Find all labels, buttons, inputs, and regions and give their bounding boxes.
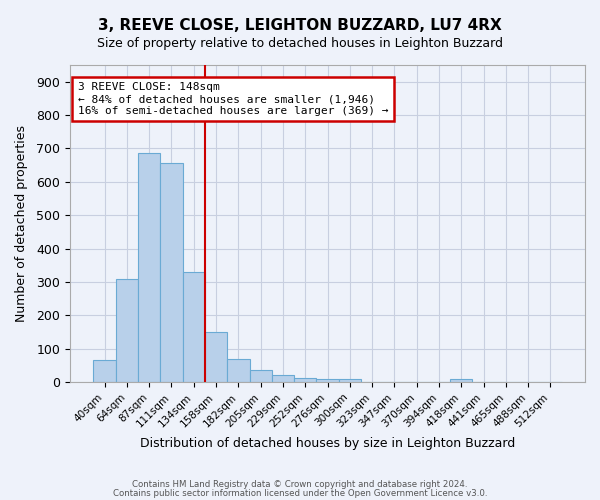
Bar: [160, 164, 182, 382]
Bar: [450, 378, 472, 382]
Bar: [94, 360, 116, 382]
X-axis label: Distribution of detached houses by size in Leighton Buzzard: Distribution of detached houses by size …: [140, 437, 515, 450]
Bar: [338, 380, 361, 382]
Bar: [272, 376, 294, 382]
Y-axis label: Number of detached properties: Number of detached properties: [15, 125, 28, 322]
Bar: [294, 378, 316, 382]
Bar: [205, 332, 227, 382]
Bar: [116, 278, 138, 382]
Bar: [227, 360, 250, 382]
Bar: [250, 370, 272, 382]
Bar: [316, 378, 338, 382]
Text: Size of property relative to detached houses in Leighton Buzzard: Size of property relative to detached ho…: [97, 38, 503, 51]
Bar: [138, 154, 160, 382]
Text: Contains HM Land Registry data © Crown copyright and database right 2024.: Contains HM Land Registry data © Crown c…: [132, 480, 468, 489]
Text: 3 REEVE CLOSE: 148sqm
← 84% of detached houses are smaller (1,946)
16% of semi-d: 3 REEVE CLOSE: 148sqm ← 84% of detached …: [78, 82, 388, 116]
Bar: [182, 272, 205, 382]
Text: 3, REEVE CLOSE, LEIGHTON BUZZARD, LU7 4RX: 3, REEVE CLOSE, LEIGHTON BUZZARD, LU7 4R…: [98, 18, 502, 32]
Text: Contains public sector information licensed under the Open Government Licence v3: Contains public sector information licen…: [113, 488, 487, 498]
